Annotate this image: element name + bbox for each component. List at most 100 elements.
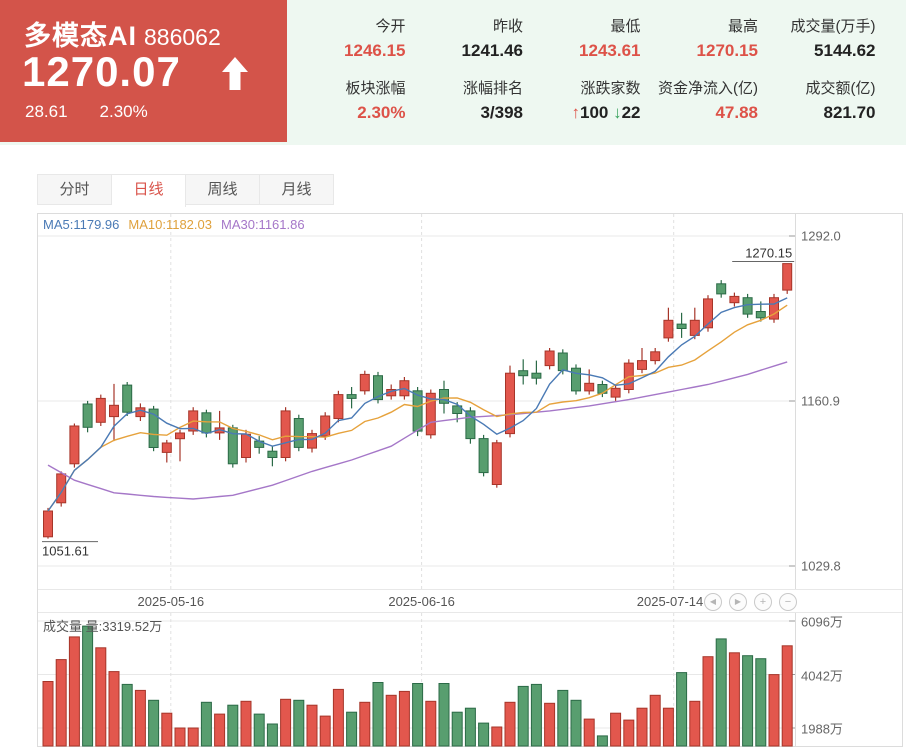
candlestick [544, 350, 555, 367]
candlestick [122, 384, 133, 413]
stat-cell: 昨收 1241.46 [406, 16, 523, 78]
ma10-line [47, 304, 788, 512]
chart-card: MA5:1179.96 MA10:1182.03 MA30:1161.86 1051… [37, 213, 903, 747]
candlestick [135, 407, 146, 418]
zoom-out-button[interactable]: − [779, 593, 797, 611]
main-candlestick-chart[interactable]: 1051.61 1270.15 [38, 214, 796, 589]
volume-bar [55, 659, 67, 747]
date-label: 2025-05-16 [137, 594, 205, 609]
ma30-line [47, 361, 788, 500]
candlestick [465, 410, 476, 440]
candlestick [769, 297, 779, 320]
volume-bar [346, 711, 358, 747]
stat-cell: 资金净流入(亿) 47.88 [641, 78, 758, 140]
candlestick [412, 390, 423, 432]
candlestick [69, 425, 80, 465]
stat-value: 821.70 [823, 103, 876, 122]
volume-bar [68, 636, 80, 747]
candlestick [267, 450, 278, 458]
ma-labels: MA5:1179.96 MA10:1182.03 MA30:1161.86 [43, 217, 314, 232]
candlestick [82, 403, 93, 428]
candlestick [584, 382, 595, 392]
volume-bar [742, 655, 754, 747]
volume-bar [148, 699, 160, 747]
pan-left-button[interactable]: ◀ [704, 593, 722, 611]
candlestick [782, 263, 793, 291]
volume-bar [412, 683, 424, 747]
volume-axis-label: 1988万 [801, 721, 843, 737]
candlestick [425, 392, 436, 436]
volume-legend: 成交量 量:3319.52万 [43, 619, 163, 634]
up-arrow-icon: ↑ [571, 103, 580, 122]
volume-bar [319, 715, 331, 747]
candlestick [557, 352, 568, 372]
tab-周线[interactable]: 周线 [186, 174, 260, 205]
stat-label: 昨收 [492, 18, 523, 35]
candlestick [43, 510, 53, 538]
volume-bar [610, 712, 622, 747]
candlestick [478, 438, 489, 474]
candlestick [518, 370, 529, 377]
stat-label: 成交量(万手) [790, 18, 876, 35]
candlestick [491, 442, 502, 486]
candlestick [703, 298, 713, 329]
candlestick [320, 415, 331, 437]
low-annotation: 1051.61 [42, 544, 89, 559]
index-title: 多模态AI 886062 [24, 14, 221, 53]
stat-cell: 今开 1246.15 [288, 16, 405, 78]
pan-right-button[interactable]: ▶ [729, 593, 747, 611]
date-label: 2025-07-14 [636, 594, 704, 609]
index-price: 1270.07 [22, 48, 181, 95]
candlestick [333, 394, 344, 420]
volume-bar [253, 713, 265, 747]
volume-bar [372, 682, 384, 747]
date-axis: 2025-05-16 2025-06-16 2025-07-14 ◀ ▶ + − [38, 589, 902, 613]
volume-bar [623, 719, 635, 747]
volume-bar [95, 647, 107, 747]
date-label: 2025-06-16 [388, 594, 455, 609]
volume-bar [121, 683, 133, 747]
y-axis-label: 1292.0 [801, 228, 841, 244]
stat-label: 最高 [727, 18, 758, 35]
tab-日线[interactable]: 日线 [112, 174, 186, 207]
stat-value: 1270.15 [696, 41, 758, 60]
index-change: 28.61 2.30% [25, 102, 180, 122]
volume-chart[interactable] [38, 613, 796, 747]
stat-value: 2.30% [357, 103, 406, 122]
candlestick [729, 295, 740, 304]
stat-label: 最低 [610, 18, 641, 35]
price-up-arrow-icon [222, 57, 248, 90]
candlestick [280, 410, 291, 458]
volume-bar [425, 700, 437, 747]
volume-bar [583, 718, 595, 747]
volume-bar [134, 689, 146, 747]
volume-bar [108, 671, 120, 747]
y-axis-label: 1029.8 [801, 558, 841, 574]
candlestick [346, 394, 357, 399]
volume-bar [280, 698, 292, 747]
volume-bar [478, 722, 490, 747]
volume-bar [266, 723, 278, 747]
candlestick [109, 404, 119, 418]
volume-bar [174, 727, 186, 747]
candlestick [439, 389, 449, 404]
change-percent: 2.30% [99, 102, 148, 121]
tab-分时[interactable]: 分时 [37, 174, 112, 205]
candlestick [148, 408, 159, 449]
volume-bar [557, 689, 569, 747]
zoom-in-button[interactable]: + [754, 593, 772, 611]
stat-cell: 成交量(万手) 5144.62 [758, 16, 876, 78]
candlestick [452, 405, 463, 414]
volume-bar [636, 707, 648, 747]
volume-bar [689, 700, 701, 747]
tab-月线[interactable]: 月线 [260, 174, 334, 205]
volume-bar [438, 683, 450, 747]
volume-bar [781, 645, 793, 747]
volume-bar [768, 674, 780, 747]
stat-value: 1243.61 [579, 41, 641, 60]
volume-bar [596, 735, 608, 747]
stat-value: 47.88 [715, 103, 758, 122]
candlestick [610, 387, 621, 398]
candlestick [676, 323, 687, 329]
